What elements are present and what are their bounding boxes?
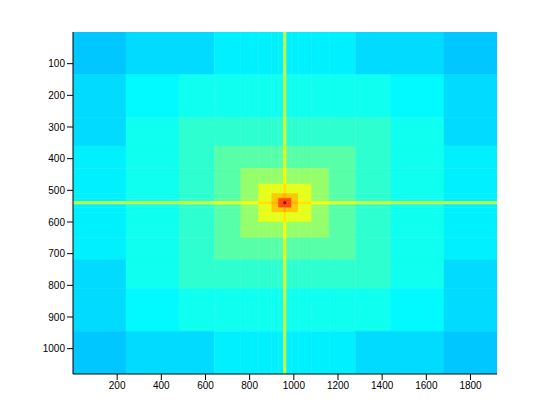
svg-text:1200: 1200 xyxy=(327,380,350,391)
svg-text:200: 200 xyxy=(48,90,65,101)
svg-text:100: 100 xyxy=(48,58,65,69)
svg-text:200: 200 xyxy=(109,380,126,391)
svg-text:1400: 1400 xyxy=(371,380,394,391)
svg-text:900: 900 xyxy=(48,312,65,323)
svg-text:1600: 1600 xyxy=(415,380,438,391)
svg-text:700: 700 xyxy=(48,248,65,259)
svg-text:600: 600 xyxy=(48,217,65,228)
svg-text:800: 800 xyxy=(241,380,258,391)
svg-text:600: 600 xyxy=(197,380,214,391)
svg-text:1000: 1000 xyxy=(283,380,306,391)
svg-text:300: 300 xyxy=(48,122,65,133)
svg-text:500: 500 xyxy=(48,185,65,196)
svg-text:400: 400 xyxy=(153,380,170,391)
svg-text:800: 800 xyxy=(48,280,65,291)
svg-text:1000: 1000 xyxy=(43,343,66,354)
svg-text:1800: 1800 xyxy=(459,380,482,391)
svg-text:400: 400 xyxy=(48,153,65,164)
